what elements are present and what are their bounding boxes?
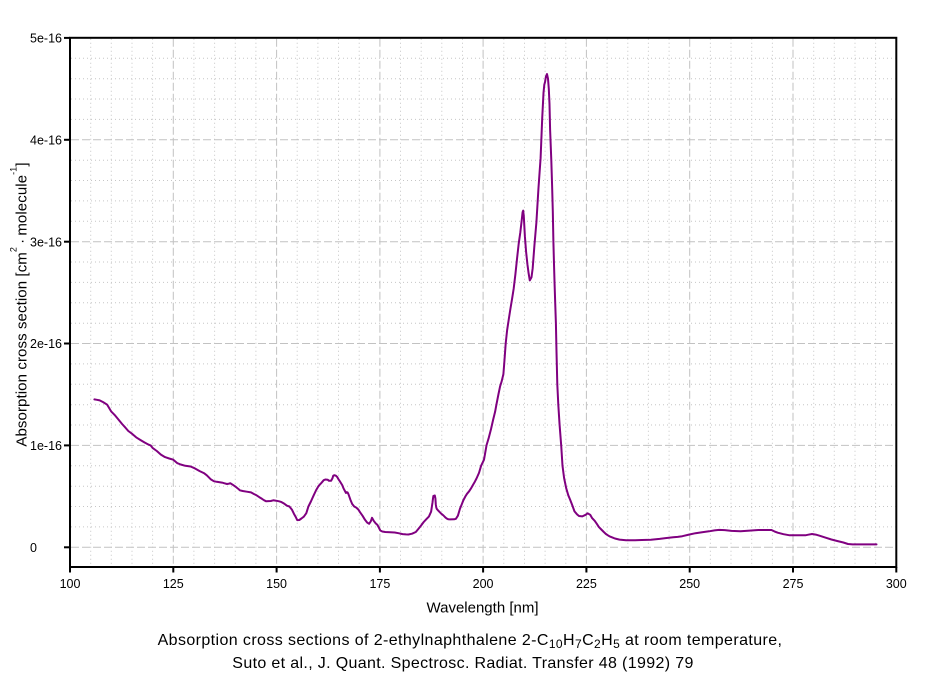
svg-text:1e-16: 1e-16 (30, 439, 62, 453)
svg-text:100: 100 (60, 577, 81, 591)
svg-text:150: 150 (266, 577, 287, 591)
svg-text:Absorption cross section [cm2: Absorption cross section [cm2 · molecule… (9, 162, 31, 446)
svg-text:Absorption cross sections of 2: Absorption cross sections of 2-ethylnaph… (158, 632, 783, 651)
svg-text:300: 300 (886, 577, 907, 591)
svg-text:Suto et al., J. Quant. Spectro: Suto et al., J. Quant. Spectrosc. Radiat… (232, 655, 693, 672)
svg-text:4e-16: 4e-16 (30, 133, 62, 147)
svg-text:250: 250 (679, 577, 700, 591)
svg-text:2e-16: 2e-16 (30, 337, 62, 351)
svg-text:0: 0 (30, 541, 37, 555)
svg-text:5e-16: 5e-16 (30, 32, 62, 46)
svg-text:275: 275 (783, 577, 804, 591)
svg-text:225: 225 (576, 577, 597, 591)
svg-text:175: 175 (369, 577, 390, 591)
svg-text:3e-16: 3e-16 (30, 235, 62, 249)
svg-text:125: 125 (163, 577, 184, 591)
svg-text:200: 200 (473, 577, 494, 591)
svg-text:Wavelength [nm]: Wavelength [nm] (427, 600, 539, 617)
